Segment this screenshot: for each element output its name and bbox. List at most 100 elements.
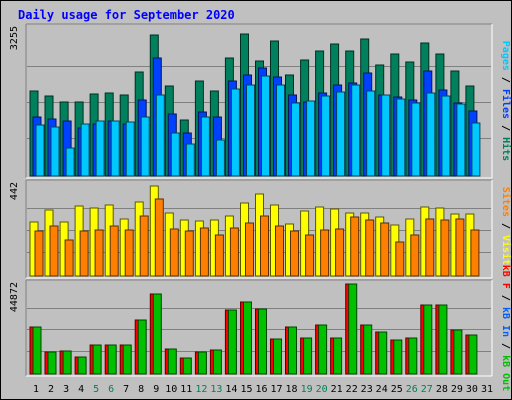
max-label: 442 — [9, 182, 20, 200]
bar-kb-out — [423, 304, 433, 375]
max-label: 44872 — [9, 282, 20, 312]
bar-kb-out — [303, 337, 313, 375]
bar-sites — [229, 227, 239, 277]
bar-sites — [199, 227, 209, 277]
bar-sites — [365, 219, 375, 277]
bar-kb-out — [288, 326, 297, 375]
bar-pages — [261, 75, 270, 177]
bar-kb-out — [122, 344, 132, 375]
bar-sites — [440, 219, 450, 277]
bar-pages — [336, 91, 346, 177]
bar-sites — [380, 222, 390, 277]
bar-kb-out — [363, 324, 373, 375]
legend-3: kB F / kB In / kB Out — [500, 265, 511, 391]
x-tick-label: 19 — [301, 384, 313, 395]
bar-kb-out — [47, 351, 57, 375]
x-tick-label: 11 — [180, 384, 192, 395]
bar-kb-out — [258, 308, 267, 375]
bar-pages — [230, 88, 240, 177]
legend-entry: / — [500, 119, 511, 137]
legend-entry: kB F — [500, 265, 511, 289]
legend-entry: / — [500, 289, 511, 307]
bar-pages — [35, 124, 45, 177]
legend-entry: Files — [500, 89, 512, 119]
legend-entry: Sites — [500, 187, 512, 217]
bar-sites — [305, 234, 315, 277]
bar-pages — [471, 122, 481, 177]
x-tick-label: 1 — [33, 384, 39, 395]
bar-sites — [395, 241, 405, 277]
series-kb-out — [32, 283, 478, 375]
x-tick-label: 10 — [165, 384, 177, 395]
bar-kb-out — [318, 324, 328, 375]
x-tick-label: 2 — [48, 384, 54, 395]
bar-kb-out — [32, 326, 42, 375]
bar-kb-out — [227, 309, 237, 375]
bar-kb-out — [152, 293, 162, 375]
bar-sites — [154, 198, 164, 277]
x-tick-label: 20 — [316, 384, 328, 395]
bar-sites — [109, 225, 119, 277]
bar-kb-out — [453, 329, 463, 375]
bar-sites — [290, 230, 299, 277]
bar-pages — [50, 126, 60, 177]
legend-entry: Pages — [500, 41, 511, 71]
bar-kb-out — [378, 331, 388, 375]
max-label: 3255 — [9, 26, 20, 50]
legend-entry: / — [500, 217, 511, 235]
x-tick-label: 8 — [138, 384, 144, 395]
bar-sites — [64, 239, 74, 277]
series-sites — [34, 198, 480, 277]
bar-kb-out — [62, 350, 72, 375]
x-tick-label: 7 — [123, 384, 129, 395]
bar-kb-out — [167, 348, 177, 375]
x-tick-label: 6 — [108, 384, 114, 395]
bar-pages — [366, 90, 376, 177]
bar-pages — [381, 94, 391, 177]
bar-sites — [34, 230, 44, 277]
bar-pages — [441, 95, 451, 177]
bar-kb-out — [137, 319, 147, 375]
bar-sites — [169, 228, 179, 277]
bar-sites — [184, 230, 194, 277]
x-tick-label: 23 — [361, 384, 373, 395]
bar-sites — [410, 234, 420, 277]
legend-entry: kB In — [500, 307, 511, 337]
bar-sites — [470, 229, 480, 277]
x-tick-label: 31 — [481, 384, 493, 395]
bar-sites — [79, 230, 89, 277]
bar-pages — [396, 98, 406, 177]
legend-entry: Hits — [500, 137, 512, 161]
bar-pages — [246, 84, 255, 177]
legend-1: Pages / Files / Hits — [500, 41, 512, 161]
bar-kb-out — [212, 349, 222, 375]
x-tick-label: 14 — [225, 384, 237, 395]
bar-kb-out — [182, 357, 192, 375]
legend-entry: / — [500, 337, 511, 355]
bar-pages — [95, 120, 105, 177]
x-tick-label: 28 — [436, 384, 448, 395]
x-tick-label: 18 — [285, 384, 297, 395]
bar-pages — [80, 123, 90, 177]
bar-sites — [320, 229, 330, 277]
bar-sites — [139, 215, 149, 277]
bar-pages — [411, 102, 421, 177]
bar-sites — [350, 216, 360, 277]
x-tick-label: 27 — [421, 384, 433, 395]
bar-sites — [49, 225, 59, 277]
legend-2: Sites / Visits — [500, 187, 512, 271]
bar-sites — [275, 225, 284, 277]
bar-kb-out — [348, 283, 358, 375]
bar-sites — [425, 218, 435, 277]
bar-sites — [214, 234, 224, 277]
bar-kb-out — [393, 339, 403, 375]
x-tick-label: 22 — [346, 384, 358, 395]
bar-pages — [456, 103, 466, 177]
x-tick-label: 25 — [391, 384, 403, 395]
x-tick-label: 30 — [466, 384, 478, 395]
bar-pages — [321, 95, 331, 177]
x-tick-label: 4 — [78, 384, 84, 395]
bar-kb-out — [273, 338, 282, 375]
bar-pages — [200, 116, 210, 177]
